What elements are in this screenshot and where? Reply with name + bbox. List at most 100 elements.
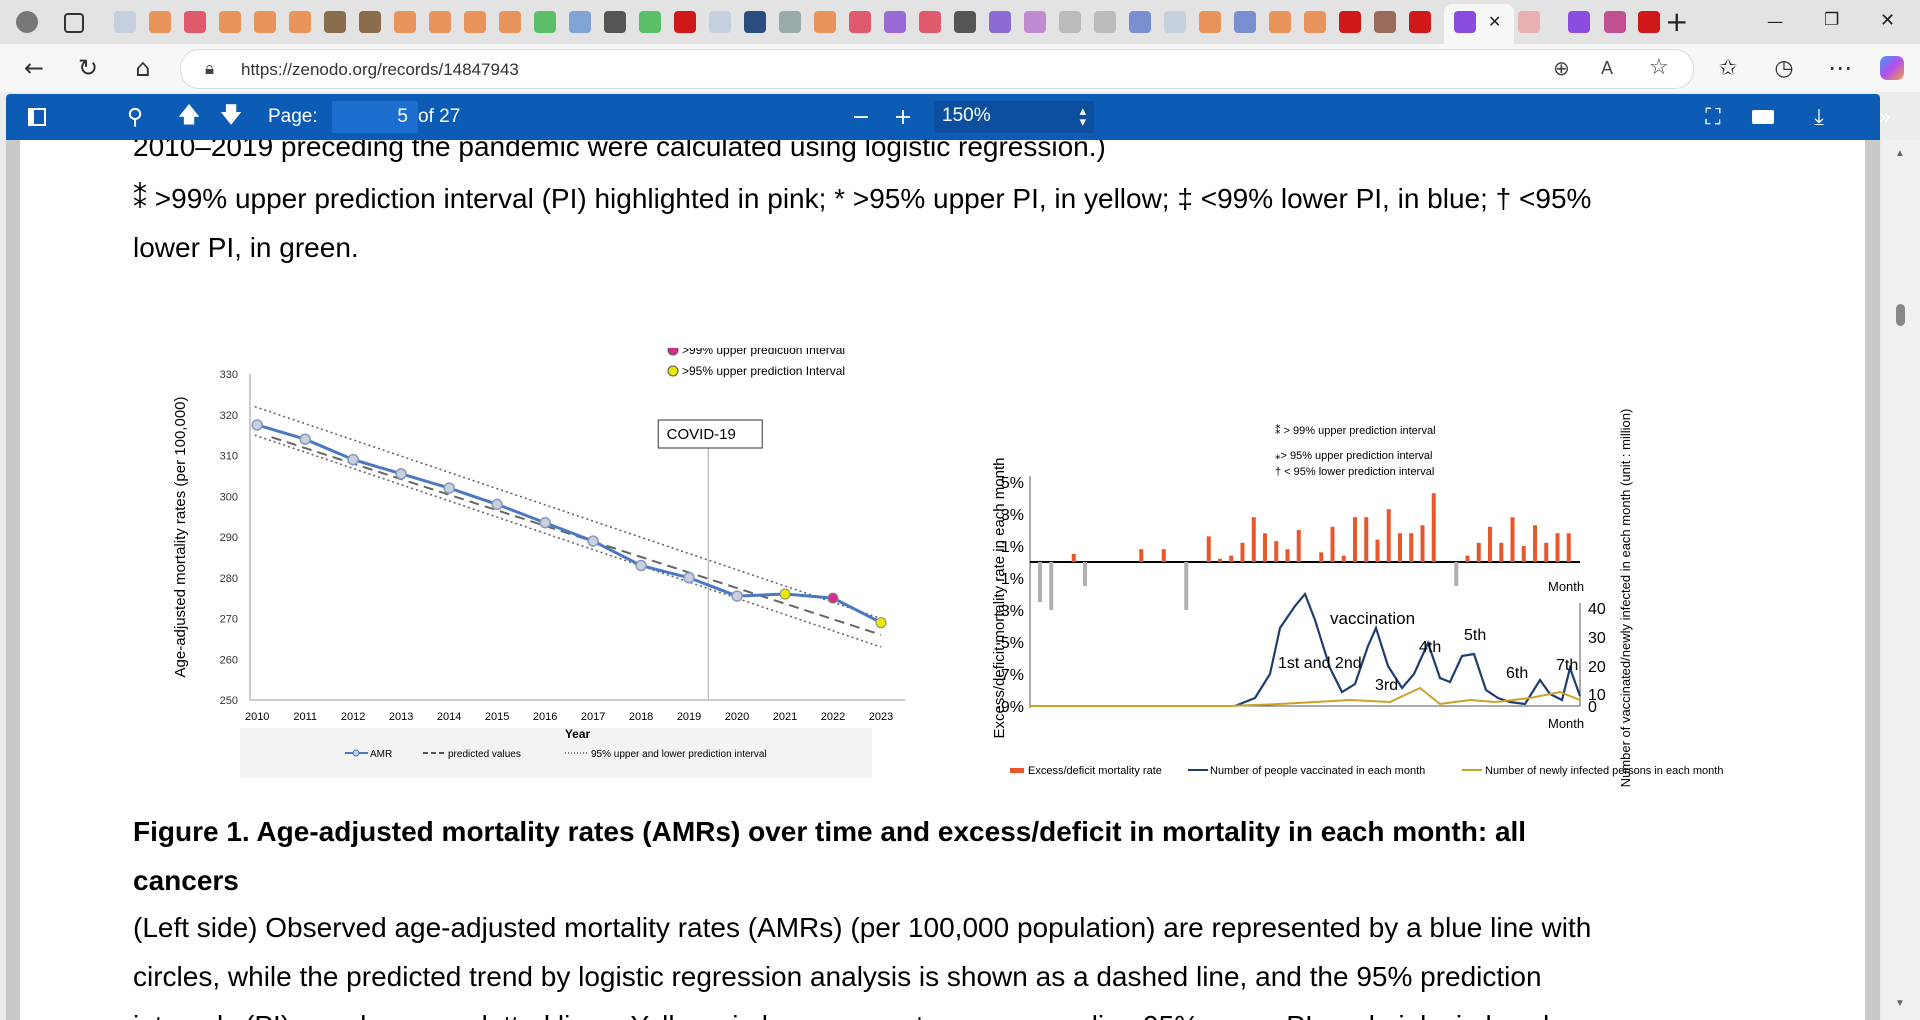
next-page-icon[interactable]: 🡇 bbox=[219, 103, 243, 128]
tab-favicon[interactable] bbox=[989, 11, 1011, 33]
tab-favicon[interactable] bbox=[324, 11, 346, 33]
tab-favicon[interactable] bbox=[1304, 11, 1326, 33]
excess-mortality-bar bbox=[1251, 517, 1256, 562]
close-tab-icon[interactable]: ✕ bbox=[1488, 14, 1502, 31]
restore-button[interactable]: ❐ bbox=[1824, 10, 1840, 30]
tab-favicon[interactable] bbox=[1374, 11, 1396, 33]
scroll-up-icon[interactable]: ▲ bbox=[1895, 148, 1905, 159]
legend-bar-swatch bbox=[1010, 768, 1024, 773]
lock-icon: 🔒︎ bbox=[205, 59, 215, 79]
tab-favicon[interactable] bbox=[639, 11, 661, 33]
x-tick-label: 2018 bbox=[629, 711, 653, 723]
back-icon[interactable]: ← bbox=[23, 54, 45, 82]
tab-favicon[interactable] bbox=[1568, 11, 1590, 33]
tab-favicon[interactable] bbox=[1339, 11, 1361, 33]
zoom-out-icon[interactable]: − bbox=[851, 104, 871, 130]
new-tab-button[interactable]: + bbox=[1665, 5, 1689, 38]
history-icon[interactable]: ◷ bbox=[1774, 55, 1794, 81]
x-tick-label: 2014 bbox=[437, 711, 461, 723]
presentation-mode-icon[interactable]: ⛶ bbox=[1705, 104, 1721, 130]
legend-bar-label: Excess/deficit mortality rate bbox=[1028, 765, 1162, 777]
tab-favicon[interactable] bbox=[779, 11, 801, 33]
more-menu-icon[interactable]: ⋯ bbox=[1828, 54, 1852, 82]
y-tick-label: 250 bbox=[220, 695, 238, 707]
tab-favicon[interactable] bbox=[814, 11, 836, 33]
home-icon[interactable]: ⌂ bbox=[135, 54, 151, 82]
amr-data-point bbox=[299, 433, 311, 445]
tab-favicon[interactable] bbox=[254, 11, 276, 33]
profile-avatar-icon[interactable] bbox=[16, 11, 38, 33]
print-icon[interactable] bbox=[1748, 102, 1778, 132]
tab-favicon[interactable] bbox=[1638, 11, 1660, 33]
x-tick-label: 2022 bbox=[821, 711, 845, 723]
tab-favicon[interactable] bbox=[709, 11, 731, 33]
find-icon[interactable]: ⚲ bbox=[126, 104, 144, 130]
tab-favicon[interactable] bbox=[744, 11, 766, 33]
tab-favicon[interactable] bbox=[1199, 11, 1221, 33]
tab-favicon[interactable] bbox=[849, 11, 871, 33]
tab-favicon[interactable] bbox=[464, 11, 486, 33]
favorites-icon[interactable]: ✩ bbox=[1718, 55, 1738, 81]
vaccinated-series-line bbox=[1234, 591, 1582, 708]
tab-favicon[interactable] bbox=[674, 11, 696, 33]
prediction-interval-legend: ⁑ >99% upper prediction interval (PI) hi… bbox=[133, 174, 1779, 272]
tab-favicon[interactable] bbox=[394, 11, 416, 33]
x-tick-label: 2010 bbox=[245, 711, 269, 723]
window-close-button[interactable]: ✕ bbox=[1880, 10, 1896, 31]
excess-mortality-bar bbox=[1409, 533, 1414, 562]
pdf-viewer: 2010–2019 preceding the pandemic were ca… bbox=[6, 140, 1880, 1020]
tab-favicon[interactable] bbox=[604, 11, 626, 33]
tab-favicon[interactable] bbox=[919, 11, 941, 33]
tab-favicon[interactable] bbox=[1604, 11, 1626, 33]
tab-favicon[interactable] bbox=[1094, 11, 1116, 33]
tab-favicon[interactable] bbox=[289, 11, 311, 33]
scroll-down-icon[interactable]: ▼ bbox=[1895, 998, 1905, 1009]
tab-favicon[interactable] bbox=[1129, 11, 1151, 33]
previous-page-icon[interactable]: 🡅 bbox=[177, 103, 201, 128]
scroll-thumb[interactable] bbox=[1896, 304, 1905, 326]
partial-top-line: 2010–2019 preceding the pandemic were ca… bbox=[133, 140, 1106, 162]
favorite-star-icon[interactable]: ☆ bbox=[1649, 55, 1669, 80]
tab-favicon[interactable] bbox=[149, 11, 171, 33]
zoom-in-icon[interactable]: + bbox=[893, 104, 913, 130]
page-number-input[interactable]: 5 bbox=[332, 101, 418, 133]
tab-favicon[interactable] bbox=[184, 11, 206, 33]
legend-yellow-label: >95% upper prediction Interval bbox=[682, 364, 845, 378]
tab-favicon[interactable] bbox=[884, 11, 906, 33]
pi-line-1: ⁑ >99% upper prediction interval (PI) hi… bbox=[133, 183, 1592, 214]
tab-favicon[interactable] bbox=[1024, 11, 1046, 33]
amr-data-point bbox=[395, 468, 407, 480]
url-text[interactable]: https://zenodo.org/records/14847943 bbox=[241, 60, 519, 79]
url-field[interactable]: 🔒︎ https://zenodo.org/records/14847943 ⊕… bbox=[180, 49, 1694, 89]
tab-favicon[interactable] bbox=[429, 11, 451, 33]
left-axis-title: Excess/deficit mortality rate in each mo… bbox=[991, 458, 1008, 739]
tab-favicon[interactable] bbox=[359, 11, 381, 33]
tab-favicon[interactable] bbox=[1234, 11, 1256, 33]
zoom-icon[interactable]: ⊕ bbox=[1553, 56, 1570, 80]
download-icon[interactable]: ⤓ bbox=[1814, 104, 1824, 130]
tab-favicon[interactable] bbox=[1059, 11, 1081, 33]
tab-favicon[interactable] bbox=[1269, 11, 1291, 33]
minimize-button[interactable]: — bbox=[1767, 12, 1783, 31]
zoom-select[interactable]: 150% ▴ ▾ bbox=[934, 101, 1094, 133]
tools-expand-icon[interactable]: » bbox=[1878, 104, 1892, 130]
tab-favicon[interactable] bbox=[219, 11, 241, 33]
tab-favicon[interactable] bbox=[569, 11, 591, 33]
tab-favicon[interactable] bbox=[1409, 11, 1431, 33]
tab-favicon[interactable] bbox=[499, 11, 521, 33]
tab-favicon[interactable] bbox=[114, 11, 136, 33]
sidebar-toggle-icon[interactable] bbox=[22, 102, 52, 132]
workspaces-icon[interactable] bbox=[64, 13, 84, 33]
tab-favicon[interactable] bbox=[534, 11, 556, 33]
y-tick-label: 300 bbox=[220, 491, 238, 503]
refresh-icon[interactable]: ↻ bbox=[77, 54, 99, 82]
tab-favicon[interactable] bbox=[1518, 11, 1540, 33]
tab-favicon[interactable] bbox=[954, 11, 976, 33]
active-tab[interactable]: ✕ bbox=[1444, 4, 1514, 44]
read-aloud-icon[interactable]: A bbox=[1601, 58, 1614, 78]
tab-favicon[interactable] bbox=[1164, 11, 1186, 33]
vertical-scrollbar[interactable]: ▲ ▼ bbox=[1882, 140, 1920, 1020]
copilot-icon[interactable] bbox=[1876, 52, 1908, 84]
y-tick-label: 280 bbox=[220, 573, 238, 585]
legend-amr-marker bbox=[352, 749, 360, 757]
